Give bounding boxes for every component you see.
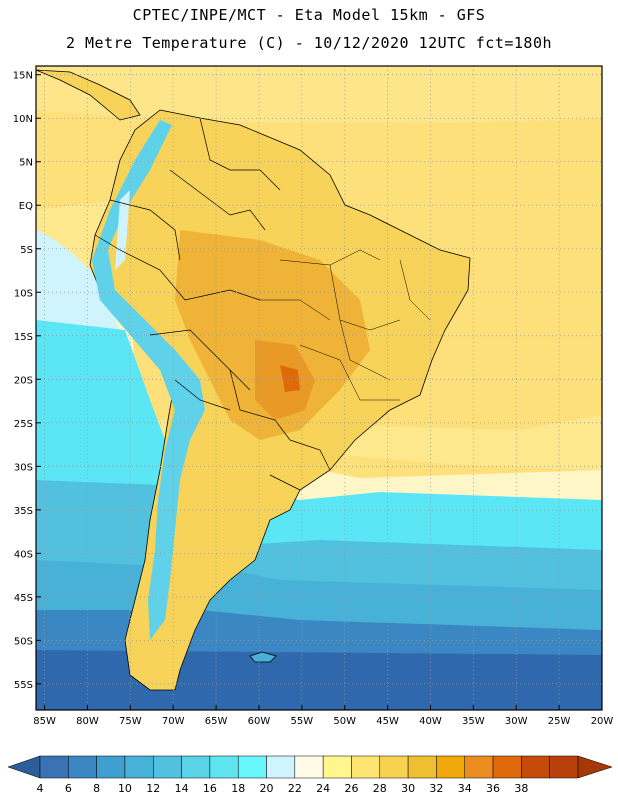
longitude-tick-label: 55W bbox=[291, 716, 314, 727]
longitude-tick-label: 85W bbox=[33, 716, 56, 727]
longitude-tick-label: 20W bbox=[591, 716, 614, 727]
colorbar-label: 26 bbox=[344, 782, 358, 795]
latitude-tick-label: EQ bbox=[19, 201, 33, 212]
ocean-pacific-light bbox=[36, 230, 120, 330]
latitude-tick-label: 30S bbox=[14, 462, 33, 473]
colorbar-label: 24 bbox=[316, 782, 330, 795]
colorbar-swatch bbox=[68, 755, 97, 779]
longitude-tick-label: 30W bbox=[505, 716, 528, 727]
latitude-tick-label: 10N bbox=[13, 114, 33, 125]
colorbar-label: 34 bbox=[458, 782, 472, 795]
colorbar-label: 6 bbox=[65, 782, 72, 795]
latitude-tick-label: 50S bbox=[14, 636, 33, 647]
longitude-tick-label: 65W bbox=[205, 716, 228, 727]
colorbar-label: 36 bbox=[486, 782, 500, 795]
map-frame bbox=[35, 65, 603, 711]
colorbar-label: 20 bbox=[260, 782, 274, 795]
colorbar-label: 12 bbox=[146, 782, 160, 795]
andes-snow-patch bbox=[115, 190, 130, 270]
colorbar-label: 22 bbox=[288, 782, 302, 795]
latitude-tick-labels: 15N 10N 5N EQ 5S 10S 15S 20S 25S 30S 35S 40S 45S 50S 5… bbox=[13, 71, 41, 691]
colorbar-swatch bbox=[351, 755, 381, 779]
colorbar-label: 10 bbox=[118, 782, 132, 795]
colorbar-swatch bbox=[237, 755, 267, 779]
latitude-tick-label: 15S bbox=[14, 332, 33, 343]
colorbar-swatch bbox=[294, 755, 324, 779]
longitude-tick-label: 75W bbox=[119, 716, 142, 727]
land-hot-zone bbox=[175, 230, 370, 440]
latitude-tick-label: 20S bbox=[14, 375, 33, 386]
latitude-tick-label: 55S bbox=[14, 680, 33, 691]
ocean-deep-south-band bbox=[36, 650, 602, 710]
colorbar-label: 32 bbox=[429, 782, 443, 795]
colorbar-label: 28 bbox=[373, 782, 387, 795]
colorbar-swatch bbox=[209, 755, 239, 779]
map-title-line-2: 2 Metre Temperature (C) - 10/12/2020 12U… bbox=[65, 34, 553, 52]
longitude-tick-label: 60W bbox=[248, 716, 271, 727]
falkland-islands bbox=[249, 651, 277, 663]
latitude-tick-label: 40S bbox=[14, 549, 33, 560]
latitude-tick-label: 5S bbox=[20, 245, 33, 256]
colorbar-swatch bbox=[181, 755, 211, 779]
colorbar-label: 30 bbox=[401, 782, 415, 795]
colorbar-label: 4 bbox=[37, 782, 44, 795]
map-title-line-1: CPTEC/INPE/MCT - Eta Model 15km - GFS bbox=[132, 6, 486, 24]
longitude-tick-labels: 85W 80W 75W 70W 65W 60W 55W 50W 45W 40W 35W 30W 25W 2… bbox=[33, 705, 613, 727]
longitude-tick-label: 45W bbox=[376, 716, 399, 727]
colorbar-swatch bbox=[266, 755, 296, 779]
latitude-tick-label: 35S bbox=[14, 506, 33, 517]
longitude-tick-label: 70W bbox=[162, 716, 185, 727]
longitude-tick-label: 50W bbox=[333, 716, 356, 727]
longitude-tick-label: 35W bbox=[462, 716, 485, 727]
colorbar-label: 38 bbox=[514, 782, 528, 795]
colorbar-swatch bbox=[124, 755, 154, 779]
latitude-tick-label: 25S bbox=[14, 419, 33, 430]
colorbar-label: 18 bbox=[231, 782, 245, 795]
colorbar-swatch bbox=[492, 755, 522, 779]
ocean-north-band bbox=[36, 66, 602, 124]
colorbar-swatch bbox=[436, 755, 465, 779]
colorbar-swatch bbox=[96, 755, 126, 779]
latitude-tick-label: 45S bbox=[14, 593, 33, 604]
country-borders bbox=[94, 117, 331, 491]
longitude-tick-label: 80W bbox=[76, 716, 99, 727]
colorbar-arrow-low bbox=[7, 755, 41, 779]
colorbar-label: 8 bbox=[93, 782, 100, 795]
colorbar-swatch bbox=[521, 755, 550, 779]
longitude-tick-label: 25W bbox=[548, 716, 571, 727]
central-america-land bbox=[36, 69, 141, 121]
colorbar-label: 14 bbox=[175, 782, 189, 795]
latitude-tick-label: 15N bbox=[13, 71, 33, 82]
colorbar-swatch bbox=[379, 755, 409, 779]
colorbar-swatch bbox=[464, 755, 494, 779]
colorbar-arrow-high bbox=[577, 755, 613, 779]
colorbar-swatch bbox=[39, 755, 69, 779]
land-peak-heat bbox=[280, 365, 300, 392]
colorbar-swatch bbox=[153, 755, 182, 779]
colorbar-swatch bbox=[549, 755, 579, 779]
latitude-tick-label: 10S bbox=[14, 288, 33, 299]
colorbar: 4 6 8 10 12 14 16 18 20 22 24 26 28 30 32 34 36 38 bbox=[7, 755, 613, 795]
state-borders bbox=[260, 249, 431, 401]
colorbar-swatch bbox=[407, 755, 437, 779]
longitude-tick-label: 40W bbox=[419, 716, 442, 727]
latitude-tick-label: 5N bbox=[19, 158, 33, 169]
colorbar-swatch bbox=[322, 755, 352, 779]
colorbar-label: 16 bbox=[203, 782, 217, 795]
